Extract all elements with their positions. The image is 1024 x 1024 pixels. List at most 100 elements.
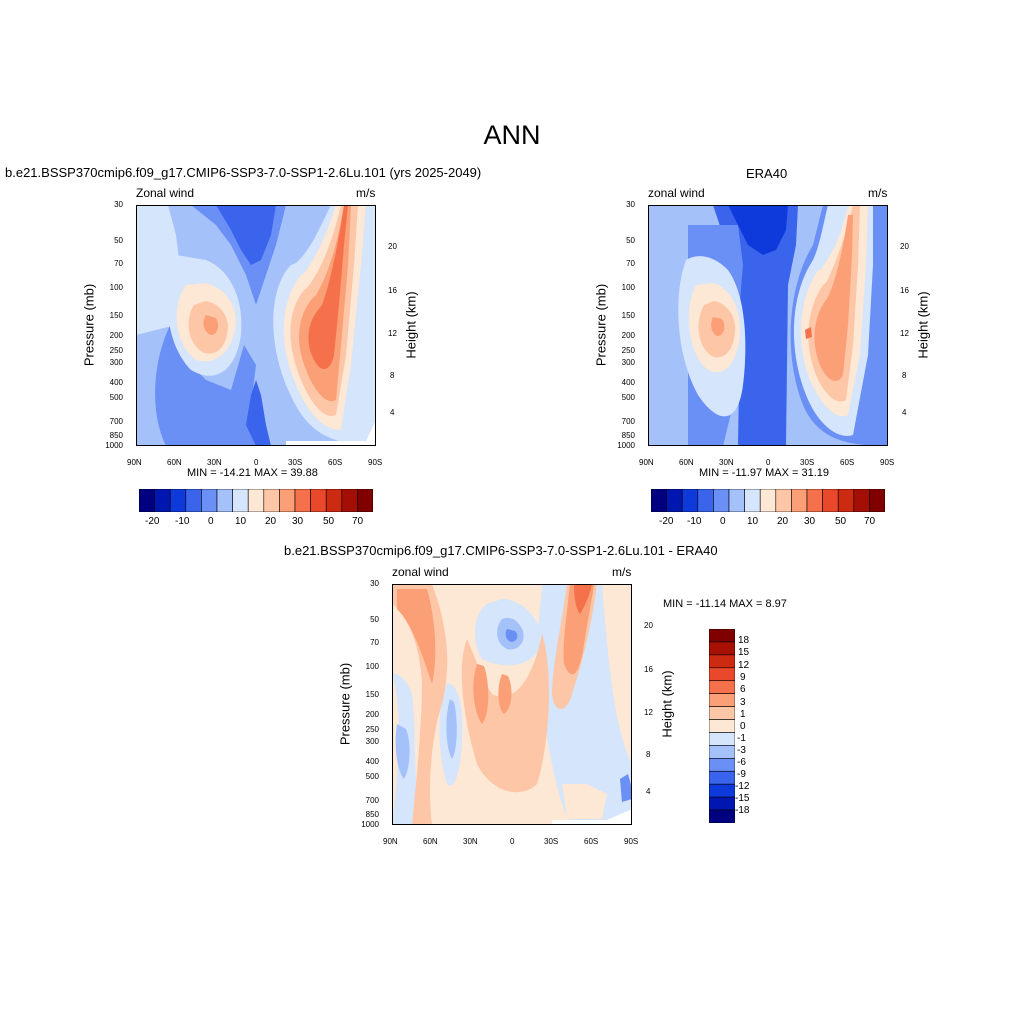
diff-y-tick: 70	[370, 638, 379, 647]
diff-colorbar	[709, 629, 735, 823]
colorbar-cell	[709, 641, 735, 656]
left-contour-lower-blue	[246, 380, 271, 446]
left-y-tick: 200	[109, 331, 123, 340]
right-variable-label: zonal wind	[648, 186, 705, 200]
diff-colorbar-label: 1	[740, 709, 746, 720]
right-x-tick: 60N	[679, 458, 694, 467]
left-units-label: m/s	[356, 186, 376, 200]
left-y-tick: 1000	[105, 441, 123, 450]
left-y-tick: 850	[109, 431, 123, 440]
right-x-tick: 90N	[639, 458, 654, 467]
diff-y-tick: 850	[365, 810, 379, 819]
right-units-label: m/s	[868, 186, 888, 200]
colorbar-cell	[709, 654, 735, 669]
diff-x-tick: 60S	[584, 837, 599, 846]
colorbar-cell	[728, 489, 745, 512]
diff-colorbar-label: 9	[740, 672, 746, 683]
diff-colorbar-label: 12	[738, 660, 750, 671]
diff-colorbar-label: -18	[735, 805, 750, 816]
diff-y-tick: 700	[365, 796, 379, 805]
left-colorbar-label: 30	[292, 516, 304, 527]
colorbar-cell	[709, 629, 735, 643]
colorbar-cell	[709, 783, 735, 798]
diff-y-tick: 1000	[361, 820, 379, 829]
diff-y-tick: 150	[365, 690, 379, 699]
colorbar-cell	[201, 489, 218, 512]
colorbar-cell	[697, 489, 714, 512]
diff-y-tick: 500	[365, 772, 379, 781]
colorbar-cell	[709, 706, 735, 720]
diff-colorbar-label: -3	[737, 745, 746, 756]
left-colorbar-label: -10	[175, 516, 190, 527]
diff-y-tick: 250	[365, 725, 379, 734]
left-colorbar-label: 10	[235, 516, 247, 527]
right-panel-title: ERA40	[746, 166, 788, 181]
left-y-tick: 150	[109, 311, 123, 320]
colorbar-cell	[666, 489, 683, 512]
left-contour-nh-core	[203, 315, 219, 335]
figure-title: ANN	[483, 120, 541, 150]
right-x-tick: 30S	[800, 458, 815, 467]
diff-contour-pos-sh-core	[574, 584, 592, 614]
right-colorbar-label: 10	[747, 516, 759, 527]
left-x-tick: 30S	[288, 458, 303, 467]
right-y-tick: 300	[621, 358, 635, 367]
left-x-tick: 60S	[328, 458, 343, 467]
right-colorbar-label: 20	[777, 516, 789, 527]
left-y2-tick: 16	[388, 286, 397, 295]
left-y-tick: 500	[109, 393, 123, 402]
right-colorbar-label: 0	[720, 516, 726, 527]
right-y-tick: 100	[621, 283, 635, 292]
diff-colorbar-label: -9	[737, 769, 746, 780]
diff-y2-tick: 16	[644, 665, 653, 674]
colorbar-cell	[216, 489, 233, 512]
diff-contour-pos-tropic-core1	[473, 664, 489, 724]
diff-y-tick: 300	[365, 737, 379, 746]
left-y-tick: 70	[114, 259, 123, 268]
right-y-tick: 400	[621, 378, 635, 387]
left-colorbar-label: -20	[145, 516, 160, 527]
right-x-tick: 90S	[880, 458, 895, 467]
diff-colorbar-label: 3	[740, 697, 746, 708]
diff-x-tick: 90N	[383, 837, 398, 846]
right-colorbar	[651, 489, 885, 512]
diff-y-tick: 50	[370, 615, 379, 624]
left-y-axis-title: Pressure (mb)	[81, 283, 97, 367]
colorbar-cell	[709, 693, 735, 707]
left-y2-tick: 4	[390, 408, 395, 417]
diff-colorbar-label: 18	[738, 635, 750, 646]
diff-y2-tick: 8	[646, 750, 651, 759]
colorbar-cell	[709, 667, 735, 682]
right-x-tick: 60S	[840, 458, 855, 467]
diff-contour-pos-tropic-core2	[498, 674, 512, 714]
colorbar-cell	[169, 489, 187, 512]
diff-contour-neg-nh-polar-core	[395, 724, 410, 779]
diff-contour-pos-sh-3	[563, 584, 594, 675]
left-colorbar	[139, 489, 373, 512]
left-minmax-label: MIN = -14.21 MAX = 39.88	[187, 467, 318, 479]
diff-x-tick: 30S	[544, 837, 559, 846]
left-y2-tick: 20	[388, 242, 397, 251]
diff-y-tick: 30	[370, 579, 379, 588]
left-x-tick: 0	[254, 458, 259, 467]
diff-missing-data	[552, 809, 632, 825]
colorbar-cell	[263, 489, 280, 512]
right-y-tick: 50	[626, 236, 635, 245]
right-y-axis-title: Pressure (mb)	[593, 283, 609, 367]
colorbar-cell	[759, 489, 777, 512]
colorbar-cell	[713, 489, 730, 512]
colorbar-cell	[279, 489, 296, 512]
diff-colorbar-label: 6	[740, 684, 746, 695]
diff-y-tick: 100	[365, 662, 379, 671]
right-y2-tick: 12	[900, 329, 909, 338]
right-y-tick: 150	[621, 311, 635, 320]
right-y2-tick: 8	[902, 371, 907, 380]
diff-contour-neg-sh-polar	[620, 774, 632, 802]
colorbar-cell	[709, 732, 735, 746]
colorbar-cell	[247, 489, 265, 512]
right-y-tick: 850	[621, 431, 635, 440]
diff-colorbar-label: 0	[740, 721, 746, 732]
right-contour-darkblue	[728, 205, 788, 255]
left-colorbar-label: 20	[265, 516, 277, 527]
diff-contour-sh-lower	[562, 784, 607, 819]
